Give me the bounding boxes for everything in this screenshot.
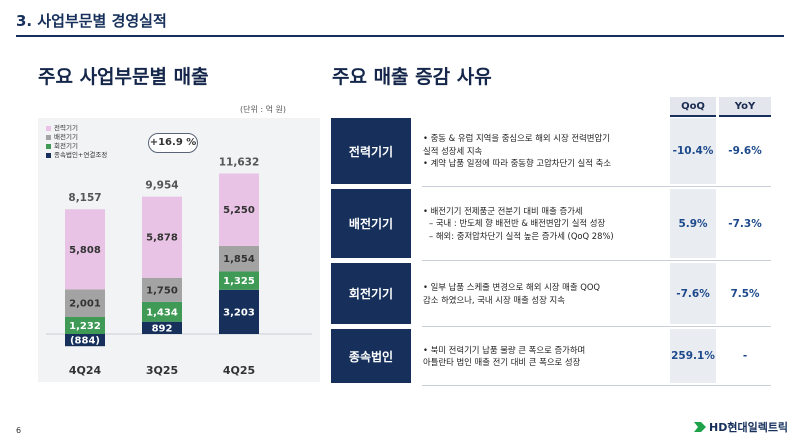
legend-swatch — [46, 153, 51, 158]
legend-label: 회전기기 — [54, 142, 78, 150]
segment-row: 전력기기 • 중동 & 유럽 지역을 중심으로 해외 시장 전력변압기 실적 성… — [331, 118, 771, 184]
bar-segment — [219, 289, 259, 334]
segment-label: 전력기기 — [331, 118, 411, 184]
segment-label: 회전기기 — [331, 263, 411, 324]
yoy-value: -9.6% — [728, 145, 762, 157]
yoy-value: -7.3% — [728, 217, 762, 230]
data-label: 3,203 — [223, 307, 255, 318]
data-label: 2,001 — [69, 299, 101, 310]
data-label: 5,808 — [69, 245, 101, 256]
data-label: 1,325 — [223, 276, 255, 287]
desc-line: • 계약 납품 일정에 따라 중동향 고압차단기 실적 축소 — [423, 158, 612, 169]
x-tick-label: 4Q24 — [69, 364, 102, 377]
bar-segment — [65, 289, 105, 317]
unit-note: (단위 : 억 원) — [240, 105, 287, 114]
total-label: 11,632 — [219, 156, 260, 168]
legend-item: 회전기기 — [46, 142, 107, 151]
legend-swatch — [46, 126, 51, 131]
segment-description: • 일부 납품 스케줄 변경으로 해외 시장 매출 QOQ 감소 하였으나, 국… — [423, 263, 668, 324]
segment-label: 배전기기 — [331, 189, 411, 258]
bar-segment — [219, 245, 259, 272]
total-label: 8,157 — [68, 192, 101, 204]
bar-segment — [142, 277, 182, 302]
legend-label: 배전기기 — [54, 133, 78, 141]
legend-item: 종속법인+연결조정 — [46, 151, 107, 160]
data-label: 5,878 — [146, 233, 178, 244]
row-divider — [422, 385, 771, 386]
legend-label: 종속법인+연결조정 — [54, 151, 108, 159]
segment-description: • 중동 & 유럽 지역을 중심으로 해외 시장 전력변압기 실적 성장세 지속… — [423, 118, 668, 184]
bar-segment — [219, 173, 259, 246]
segment-description: • 북미 전력기기 납품 물량 큰 폭으로 증가하며 아틀란타 법인 매출 전기… — [423, 329, 668, 383]
desc-line: 감소 하였으나, 국내 시장 매출 성장 지속 — [423, 294, 565, 305]
yoy-value: 7.5% — [730, 287, 760, 300]
brand-name: HD현대일렉트릭 — [709, 421, 789, 434]
chart-title: 주요 사업부문별 매출 — [38, 66, 209, 88]
qoq-header: QoQ — [670, 97, 716, 117]
segment-label: 종속법인 — [331, 329, 411, 383]
yoy-header: YoY — [719, 97, 771, 117]
data-label: 1,854 — [223, 254, 255, 265]
desc-line: • 일부 납품 스케줄 변경으로 해외 시장 매출 QOQ — [423, 282, 600, 292]
growth-badge: +16.9 % — [148, 133, 198, 153]
data-label: 1,750 — [146, 285, 178, 296]
desc-line: – 해외: 중저압차단기 실적 높은 증가세 (QoQ 28%) — [429, 230, 614, 241]
bar-segment — [65, 209, 105, 290]
segment-description: • 배전기기 전제품군 전분기 대비 매출 증가세 – 국내 : 반도체 향 배… — [423, 189, 668, 258]
legend-swatch — [46, 135, 51, 140]
legend-item: 배전기기 — [46, 133, 107, 142]
qoq-value: 259.1% — [670, 329, 716, 383]
brand-logo: HD현대일렉트릭 — [694, 419, 788, 435]
row-divider — [422, 326, 771, 327]
brand-mark-icon — [694, 422, 706, 432]
data-label: (884) — [70, 336, 100, 347]
qoq-value: -7.6% — [670, 263, 716, 324]
segment-row: 종속법인 • 북미 전력기기 납품 물량 큰 폭으로 증가하며 아틀란타 법인 … — [331, 329, 771, 383]
bar-segment — [65, 334, 105, 347]
row-divider — [422, 260, 771, 261]
legend-swatch — [46, 144, 51, 149]
legend-item: 전력기기 — [46, 124, 107, 133]
reasons-title: 주요 매출 증감 사유 — [332, 66, 492, 88]
desc-line: 아틀란타 법인 매출 전기 대비 큰 폭으로 성장 — [423, 357, 581, 367]
segment-row: 회전기기 • 일부 납품 스케줄 변경으로 해외 시장 매출 QOQ 감소 하였… — [331, 263, 771, 324]
total-label: 9,954 — [145, 180, 178, 192]
bar-segment — [65, 316, 105, 334]
stacked-bar-chart: (884) 1,232 2,001 5,808 8,157 4Q24 892 1,434 1,7… — [46, 156, 312, 377]
desc-line: • 중동 & 유럽 지역을 중심으로 해외 시장 전력변압기 — [423, 133, 610, 144]
row-divider — [422, 186, 771, 187]
desc-line: • 북미 전력기기 납품 물량 큰 폭으로 증가하며 — [423, 344, 586, 355]
x-tick-label: 4Q25 — [223, 364, 255, 377]
data-label: 892 — [152, 323, 173, 334]
desc-line: • 배전기기 전제품군 전분기 대비 매출 증가세 — [423, 205, 583, 216]
chart-legend: 전력기기 배전기기 회전기기 종속법인+연결조정 — [46, 124, 107, 160]
yoy-value: - — [742, 350, 748, 362]
page-number: 6 — [16, 426, 22, 435]
bar-segment — [142, 321, 182, 334]
chart-area: (884) 1,232 2,001 5,808 8,157 4Q24 892 1,434 1,7… — [38, 118, 320, 382]
bar-segment — [142, 196, 182, 278]
bar-segment — [219, 271, 259, 290]
data-label: 5,250 — [223, 205, 255, 216]
desc-line: 실적 성장세 지속 — [423, 145, 483, 156]
qoq-value: 5.9% — [670, 189, 716, 258]
segment-row: 배전기기 • 배전기기 전제품군 전분기 대비 매출 증가세 – 국내 : 반도… — [331, 189, 771, 258]
data-label: 1,232 — [69, 321, 101, 332]
desc-line: – 국내 : 반도체 향 배전반 & 배전변압기 실적 성장 — [429, 218, 606, 229]
bar-segment — [142, 301, 182, 322]
header-divider — [16, 35, 784, 37]
data-label: 1,434 — [146, 307, 178, 318]
x-tick-label: 3Q25 — [146, 364, 178, 377]
section-title: 3. 사업부문별 경영실적 — [16, 12, 167, 30]
legend-label: 전력기기 — [54, 124, 78, 132]
qoq-value: -10.4% — [670, 118, 716, 184]
